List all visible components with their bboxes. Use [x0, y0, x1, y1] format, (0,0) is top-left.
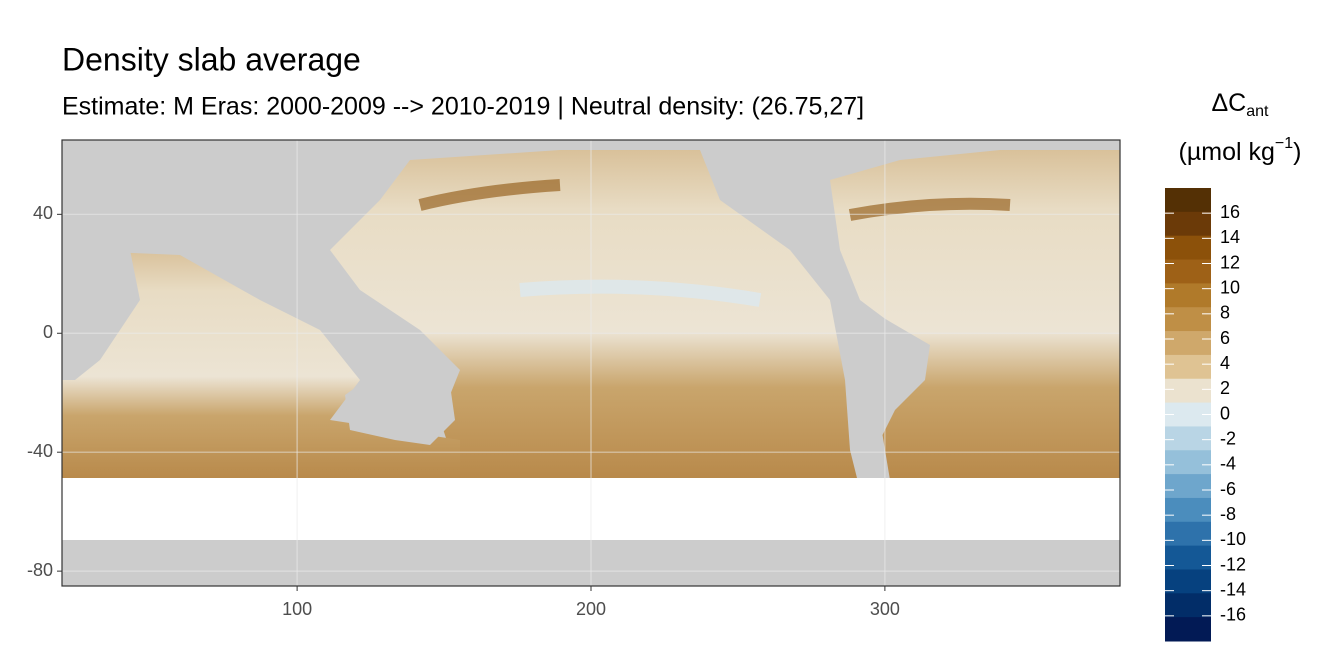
- x-tick-label: 100: [282, 599, 312, 619]
- legend-label: -2: [1220, 428, 1236, 448]
- legend-swatch: [1165, 617, 1211, 642]
- legend-label: 2: [1220, 378, 1230, 398]
- legend-label: -16: [1220, 605, 1246, 625]
- legend-swatch: [1165, 474, 1211, 499]
- legend-label: 10: [1220, 277, 1240, 297]
- legend-swatch: [1165, 426, 1211, 451]
- legend-swatch: [1165, 593, 1211, 618]
- legend-swatch: [1165, 521, 1211, 547]
- legend-label: -6: [1220, 479, 1236, 499]
- africa: [62, 140, 200, 380]
- legend-label: 16: [1220, 202, 1240, 222]
- legend-swatch: [1165, 331, 1211, 356]
- legend-swatch: [1165, 211, 1211, 237]
- legend-swatch: [1165, 497, 1211, 523]
- legend-title-sub: ant: [1246, 103, 1269, 120]
- y-tick-label: -80: [27, 560, 53, 580]
- legend-swatch: [1165, 283, 1211, 308]
- y-tick-label: -40: [27, 441, 53, 461]
- chart-title: Density slab average: [62, 41, 361, 77]
- legend-unit-sup: −1: [1275, 135, 1293, 152]
- kuroshio-signal: [418, 179, 561, 211]
- legend-unit-end: ): [1293, 138, 1301, 166]
- indian-ocean: [62, 250, 460, 480]
- legend-swatch: [1165, 569, 1211, 594]
- legend-label: 4: [1220, 353, 1230, 373]
- legend-swatch: [1165, 354, 1211, 380]
- legend-unit: (µmol kg−1): [1179, 135, 1302, 165]
- negative-signal: [519, 279, 762, 307]
- chart-subtitle: Estimate: M Eras: 2000-2009 --> 2010-201…: [62, 93, 864, 121]
- legend-swatch: [1165, 545, 1211, 570]
- legend-title: ΔCant: [1211, 89, 1269, 121]
- legend-label: 8: [1220, 303, 1230, 323]
- legend-unit-main: (µmol kg: [1179, 138, 1275, 166]
- legend-label: -10: [1220, 529, 1246, 549]
- australia: [345, 365, 455, 445]
- legend-label: -12: [1220, 554, 1246, 574]
- legend-title-main: ΔC: [1211, 89, 1246, 117]
- legend-label: 12: [1220, 252, 1240, 272]
- legend-label: -4: [1220, 454, 1236, 474]
- legend-swatch: [1165, 235, 1211, 261]
- y-tick-label: 40: [33, 203, 53, 223]
- x-tick-label: 300: [870, 599, 900, 619]
- pacific-ocean: [330, 150, 860, 480]
- legend-label: -14: [1220, 579, 1246, 599]
- legend-swatch: [1165, 188, 1211, 213]
- legend-swatch: [1165, 307, 1211, 332]
- legend-label: 0: [1220, 403, 1230, 423]
- y-tick-label: 0: [43, 322, 53, 342]
- legend-label: 6: [1220, 328, 1230, 348]
- south-america: [830, 300, 930, 490]
- legend-label: 14: [1220, 227, 1240, 247]
- x-tick-label: 200: [576, 599, 606, 619]
- gulf-stream-signal: [848, 197, 1011, 221]
- legend-swatch: [1165, 450, 1211, 475]
- legend-label: -8: [1220, 504, 1236, 524]
- legend-swatch: [1165, 378, 1211, 404]
